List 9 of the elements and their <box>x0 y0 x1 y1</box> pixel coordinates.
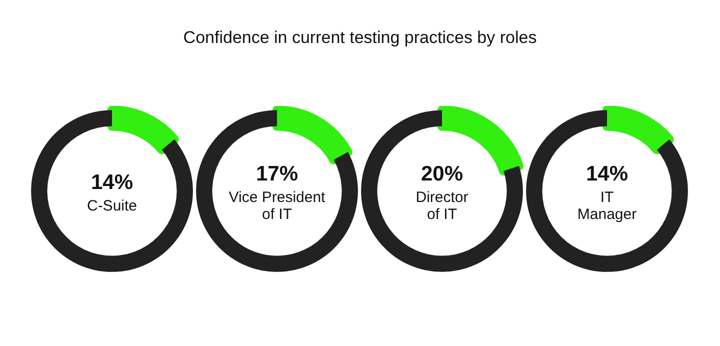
data-label: 14% <box>586 162 628 186</box>
slice-label: C-Suite <box>86 198 138 214</box>
data-label: 20% <box>420 162 464 186</box>
slice-label: Vice President of IT <box>228 189 326 223</box>
slice-label: IT Manager <box>577 189 637 223</box>
data-label: 14% <box>90 171 134 194</box>
slice-label: Director of IT <box>416 189 468 223</box>
data-label: 17% <box>256 162 298 186</box>
text: Confidence in current testing practices by roles <box>182 28 538 48</box>
